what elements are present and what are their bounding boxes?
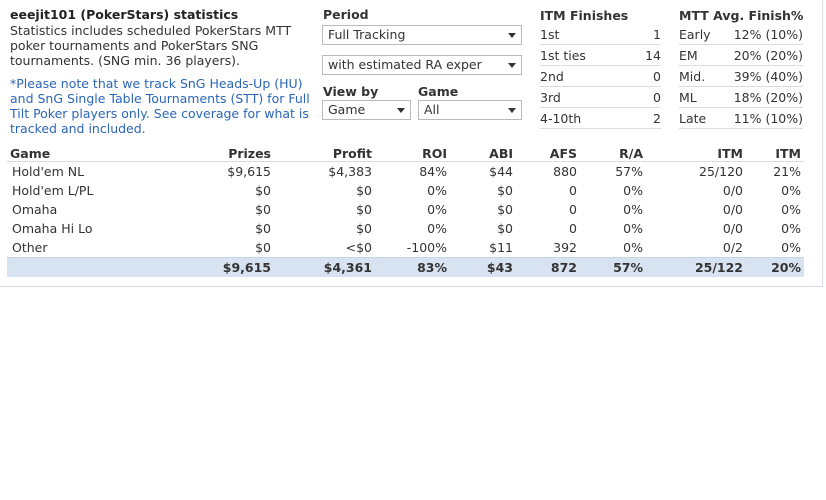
statistics-description: Statistics includes scheduled PokerStars… — [10, 23, 292, 68]
list-item: 4-10th 2 — [540, 107, 661, 129]
list-item: 3rd 0 — [540, 86, 661, 108]
statistics-panel: eeejit101 (PokerStars) statistics Statis… — [0, 0, 823, 287]
game-select[interactable]: All — [418, 100, 522, 120]
ra-select[interactable]: with estimated RA exper — [322, 55, 522, 75]
table-row: Hold'em L/PL $0 $0 0% $0 0 0% 0/0 0% — [12, 183, 801, 198]
column-header-itm-percent[interactable]: ITM — [746, 146, 804, 162]
table-row: Other $0 <$0 -100% $11 392 0% 0/2 0% — [12, 240, 801, 255]
avg-finish-table: Early 12% (10%) EM 20% (20%) Mid. 39% (40%)… — [679, 24, 803, 129]
table-header-row: Game Prizes Profit ROI ABI AFS R/A ITM I… — [7, 146, 804, 162]
table-row: Hold'em NL $9,615 $4,383 84% $44 880 57% 25/120… — [12, 164, 801, 179]
list-item: Early 12% (10%) — [679, 24, 803, 45]
itm-finishes-table: 1st 1 1st ties 14 2nd 0 3rd 0 4-10th 2 — [540, 24, 661, 129]
viewby-label: View by — [323, 84, 379, 99]
period-select[interactable]: Full Tracking — [322, 25, 522, 45]
list-item: Late 11% (10%) — [679, 107, 803, 129]
column-header-itm-count[interactable]: ITM — [646, 146, 746, 162]
table-row: Omaha $0 $0 0% $0 0 0% 0/0 0% — [12, 202, 801, 217]
list-item: 1st ties 14 — [540, 44, 661, 66]
column-header-profit[interactable]: Profit — [274, 146, 375, 162]
column-header-prizes[interactable]: Prizes — [157, 146, 274, 162]
avg-finish-title: MTT Avg. Finish% — [679, 8, 804, 23]
column-header-abi[interactable]: ABI — [450, 146, 516, 162]
game-stats-table: Game Prizes Profit ROI ABI AFS R/A ITM I… — [7, 146, 804, 277]
column-header-roi[interactable]: ROI — [375, 146, 450, 162]
itm-finishes-title: ITM Finishes — [540, 8, 629, 23]
table-row: Omaha Hi Lo $0 $0 0% $0 0 0% 0/0 0% — [12, 221, 801, 236]
table-total-row: $9,615 $4,361 83% $43 872 57% 25/122 20% — [7, 257, 804, 277]
period-select-value: Full Tracking — [328, 27, 406, 42]
period-label: Period — [323, 7, 369, 22]
column-header-afs[interactable]: AFS — [516, 146, 580, 162]
game-label: Game — [418, 84, 459, 99]
viewby-select[interactable]: Game — [322, 100, 411, 120]
list-item: 2nd 0 — [540, 65, 661, 87]
column-header-game[interactable]: Game — [7, 146, 157, 162]
chevron-down-icon — [397, 108, 405, 113]
coverage-note: *Please note that we track SnG Heads-Up … — [10, 76, 310, 136]
list-item: 1st 1 — [540, 24, 661, 45]
list-item: ML 18% (20%) — [679, 86, 803, 108]
chevron-down-icon — [508, 63, 516, 68]
chevron-down-icon — [508, 33, 516, 38]
game-select-value: All — [424, 102, 440, 117]
list-item: EM 20% (20%) — [679, 44, 803, 66]
chevron-down-icon — [508, 108, 516, 113]
ra-select-value: with estimated RA exper — [328, 57, 482, 72]
page-title: eeejit101 (PokerStars) statistics — [10, 7, 239, 22]
list-item: Mid. 39% (40%) — [679, 65, 803, 87]
viewby-select-value: Game — [328, 102, 366, 117]
column-header-ra[interactable]: R/A — [580, 146, 646, 162]
